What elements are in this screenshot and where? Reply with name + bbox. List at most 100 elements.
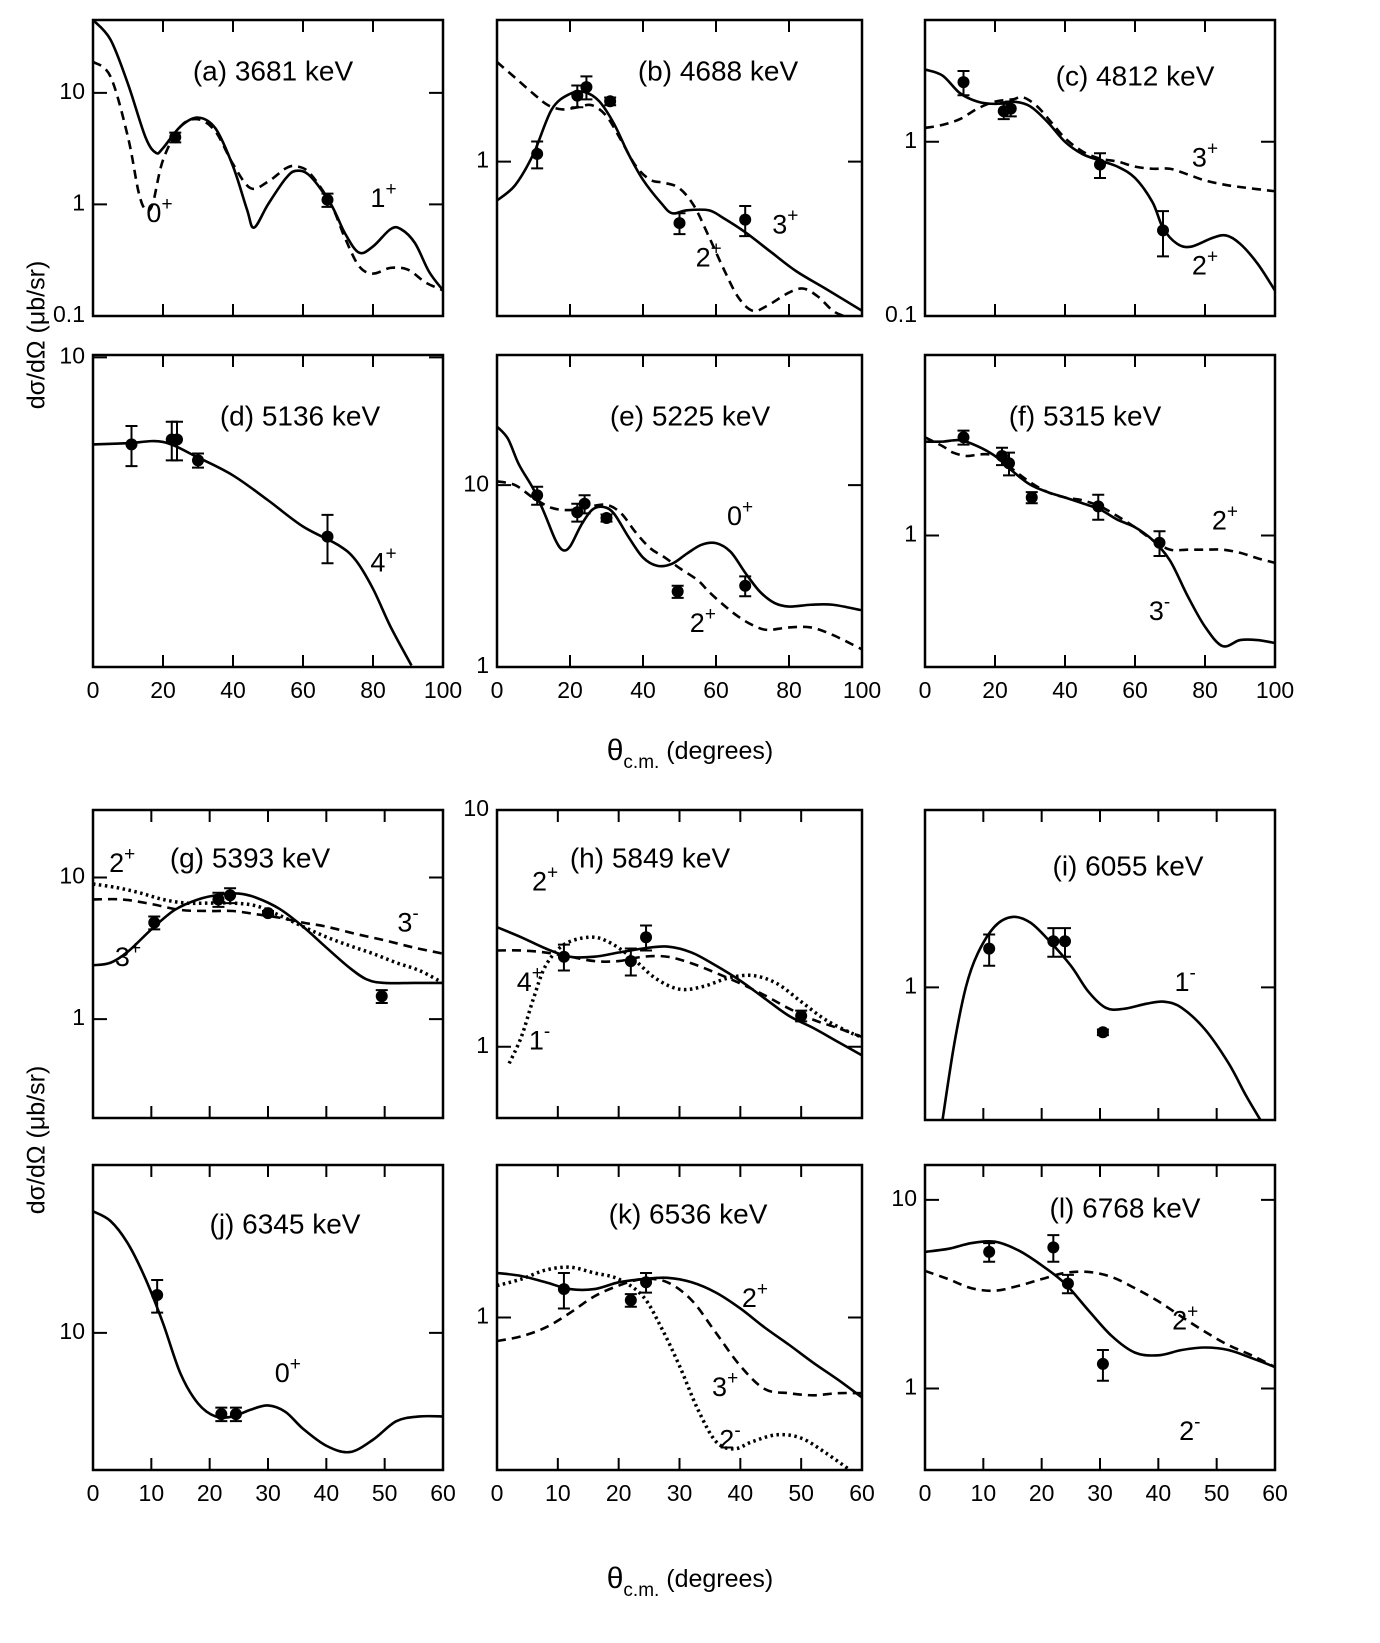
data-point (215, 1408, 228, 1421)
curve-label: 3+ (115, 938, 141, 973)
curve-label: 0+ (146, 194, 172, 229)
data-point (739, 213, 752, 226)
data-point (531, 489, 544, 502)
data-point (1004, 102, 1017, 115)
data-point (224, 889, 237, 902)
y-tick-label: 1 (904, 521, 917, 547)
x-tick-label: 60 (1122, 677, 1148, 703)
curve-label: 4+ (517, 963, 543, 998)
data-point (624, 1294, 637, 1307)
y-tick-label: 1 (476, 1303, 489, 1329)
curve (925, 436, 1275, 565)
x-tick-label: 100 (1256, 677, 1294, 703)
data-point (640, 1276, 653, 1289)
curve (93, 60, 443, 292)
curve (497, 925, 862, 1057)
curve (497, 1277, 862, 1397)
panel-title: (e) 5225 keV (610, 400, 771, 431)
x-tick-label: 60 (703, 677, 729, 703)
curve (93, 1210, 443, 1454)
y-tick-label: 1 (476, 652, 489, 678)
data-point (578, 497, 591, 510)
x-tick-label: 60 (430, 1480, 456, 1506)
x-tick-label: 20 (557, 677, 583, 703)
curve-label: 2+ (1172, 1301, 1198, 1336)
panel: 0 20 40 60 80 100 1 10 (e) 5225 keV 0+ 2+ (463, 353, 881, 703)
panel: 0.1 1 10 (a) 3681 keV 1+ 0+ (53, 18, 445, 327)
data-point (640, 931, 653, 944)
data-point (1059, 935, 1071, 948)
panel: 1 10 (g) 5393 keV 3+ 3- 2+ (59, 808, 445, 1120)
curve-label: 0+ (275, 1354, 301, 1389)
curve-label: 1- (529, 1021, 550, 1056)
panel-title: (d) 5136 keV (220, 400, 381, 431)
curve (497, 1271, 862, 1399)
data-point (604, 95, 617, 108)
panel: 0 10 20 30 40 50 60 10 (j) 6345 keV 0+ (59, 1163, 456, 1506)
y-tick-label: 0.1 (53, 301, 85, 327)
x-tick-label: 100 (424, 677, 462, 703)
x-tick-label: 50 (372, 1480, 398, 1506)
curve-label: 2- (719, 1420, 740, 1455)
x-tick-label: 10 (971, 1480, 997, 1506)
data-point (192, 454, 204, 467)
curve-label: 3+ (712, 1368, 738, 1403)
panel-title: (k) 6536 keV (609, 1198, 768, 1229)
y-tick-label: 10 (463, 470, 489, 496)
data-point (1157, 224, 1169, 237)
curve-label: 2+ (1192, 246, 1218, 281)
y-axis-label: dσ/dΩ (μb/sr) (23, 1066, 51, 1215)
x-tick-label: 100 (843, 677, 881, 703)
x-tick-label: 0 (491, 677, 504, 703)
x-tick-label: 30 (1087, 1480, 1113, 1506)
y-tick-label: 10 (59, 78, 85, 104)
curve-label: 3+ (1192, 138, 1218, 173)
curve-label: 2+ (742, 1279, 768, 1314)
data-point (148, 916, 161, 929)
data-point (580, 81, 593, 94)
y-tick-label: 1 (476, 1032, 489, 1058)
x-tick-label: 20 (982, 677, 1008, 703)
x-tick-label: 80 (1192, 677, 1218, 703)
data-point (983, 942, 996, 955)
x-tick-label: 40 (314, 1480, 340, 1506)
y-tick-label: 1 (904, 972, 917, 998)
panel: 0 20 40 60 80 100 1 (f) 5315 keV 2+ 3- (904, 353, 1294, 703)
curve (93, 897, 443, 955)
curve (93, 892, 443, 985)
data-point (1092, 500, 1105, 513)
panel-title: (i) 6055 keV (1053, 850, 1204, 881)
data-point (1047, 1241, 1060, 1254)
panel-title: (b) 4688 keV (638, 55, 799, 86)
panel-title: (l) 6768 keV (1050, 1192, 1201, 1223)
data-point (557, 1283, 570, 1296)
plot-frame (91, 353, 445, 669)
x-tick-label: 40 (1052, 677, 1078, 703)
panel-title: (h) 5849 keV (570, 842, 731, 873)
y-tick-label: 10 (891, 1185, 917, 1211)
curve-label: 1+ (370, 178, 396, 213)
curve (497, 61, 845, 316)
data-point (169, 131, 182, 144)
x-tick-label: 20 (1029, 1480, 1055, 1506)
data-point (212, 893, 225, 906)
curve-label: 3+ (772, 205, 798, 240)
curve (497, 425, 862, 612)
x-tick-label: 40 (1146, 1480, 1172, 1506)
y-axis-label: dσ/dΩ (μb/sr) (23, 261, 51, 410)
curve (497, 90, 862, 312)
y-tick-label: 10 (463, 795, 489, 821)
x-axis-label: θc.m. (degrees) (607, 734, 774, 773)
x-tick-label: 80 (360, 677, 386, 703)
curve (497, 480, 862, 651)
data-point (321, 193, 334, 206)
panel-title: (f) 5315 keV (1009, 400, 1162, 431)
curve-label: 2+ (690, 604, 716, 639)
y-tick-label: 10 (59, 342, 85, 368)
panel-title: (a) 3681 keV (193, 55, 354, 86)
panel: 1 10 (h) 5849 keV 2+ 4+ 1- (463, 795, 864, 1120)
data-point (1094, 158, 1106, 171)
x-tick-label: 50 (788, 1480, 814, 1506)
